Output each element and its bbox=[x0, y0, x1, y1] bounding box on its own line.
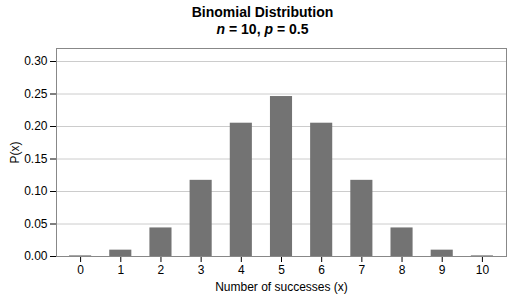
svg-text:0.25: 0.25 bbox=[24, 87, 48, 101]
svg-text:4: 4 bbox=[238, 263, 245, 277]
html-text:Binomial Distribution: Binomial Distribution bbox=[191, 4, 334, 20]
svg-text:8: 8 bbox=[399, 263, 406, 277]
svg-text:1: 1 bbox=[117, 263, 124, 277]
svg-text:0: 0 bbox=[77, 263, 84, 277]
svg-text:3: 3 bbox=[198, 263, 205, 277]
svg-text:Number of successes (x): Number of successes (x) bbox=[215, 280, 348, 294]
svg-text:0.15: 0.15 bbox=[24, 152, 48, 166]
svg-text:7: 7 bbox=[359, 263, 366, 277]
svg-text:0.30: 0.30 bbox=[24, 54, 48, 68]
svg-text:0.20: 0.20 bbox=[24, 119, 48, 133]
svg-text:6: 6 bbox=[318, 263, 325, 277]
svg-text:P(x): P(x) bbox=[8, 142, 22, 164]
svg-text:5: 5 bbox=[278, 263, 285, 277]
svg-text:0.10: 0.10 bbox=[24, 184, 48, 198]
html-text:n = 10, p = 0.5: n = 10, p = 0.5 bbox=[216, 21, 309, 37]
svg-text:9: 9 bbox=[439, 263, 446, 277]
svg-text:0.00: 0.00 bbox=[24, 249, 48, 263]
svg-text:10: 10 bbox=[476, 263, 490, 277]
svg-text:0.05: 0.05 bbox=[24, 217, 48, 231]
svg-text:2: 2 bbox=[158, 263, 165, 277]
